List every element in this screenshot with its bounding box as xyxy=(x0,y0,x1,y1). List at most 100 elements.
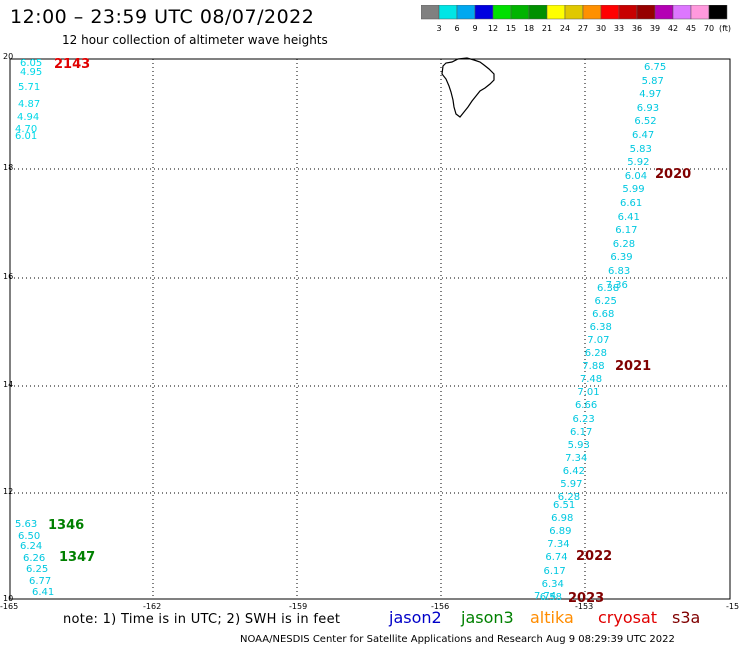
wave-height-value: 4.87 xyxy=(18,99,41,110)
wave-height-value: 5.92 xyxy=(627,157,650,169)
wave-height-value: 6.26 xyxy=(23,552,46,564)
wave-height-value: 7.34 xyxy=(565,452,588,464)
wave-height-value: 6.75 xyxy=(644,62,667,73)
pass-time-label: 2020 xyxy=(655,167,692,182)
x-label-162: -162 xyxy=(143,602,162,611)
wave-height-colorbar: 3 6 9 12 15 18 21 24 27 30 33 36 39 42 45 70 (ft) xyxy=(421,5,731,33)
map-title: 12:00 – 23:59 UTC 08/07/2022 xyxy=(10,6,315,28)
legend-jason3: jason3 xyxy=(461,608,514,627)
colorbar-label: 70 xyxy=(704,24,714,33)
wave-height-value: 4.94 xyxy=(17,112,40,123)
wave-height-value: 6.89 xyxy=(549,526,572,538)
wave-height-value: 6.04 xyxy=(624,170,648,182)
pass-time-label: 2143 xyxy=(54,57,91,72)
wave-height-value: 6.41 xyxy=(32,587,55,598)
wave-height-value: 6.52 xyxy=(634,116,657,128)
wave-height-value: 6.17 xyxy=(615,225,638,237)
wave-height-value: 5.71 xyxy=(18,82,41,93)
y-label-16: 16 xyxy=(3,272,14,281)
colorbar-label: 24 xyxy=(560,24,570,33)
wave-height-value: 4.70 xyxy=(15,124,38,135)
colorbar-label: 9 xyxy=(472,24,477,33)
colorbar-label: 45 xyxy=(686,24,696,33)
footer-note: note: 1) Time is in UTC; 2) SWH is in fe… xyxy=(63,612,341,627)
wave-height-value: 5.63 xyxy=(15,519,38,530)
wave-height-value: 6.24 xyxy=(20,541,43,552)
legend-cryosat: cryosat xyxy=(598,608,658,627)
wave-height-value: 6.41 xyxy=(617,211,640,223)
wave-height-value: 7.74 xyxy=(534,591,557,602)
grid-lines xyxy=(10,59,730,599)
colorbar-unit: (ft) xyxy=(719,24,731,33)
colorbar-label: 3 xyxy=(436,24,441,33)
wave-height-value: 5.99 xyxy=(622,184,645,196)
wave-height-value: 7.34 xyxy=(547,539,570,551)
wave-height-value: 6.38 xyxy=(589,322,612,334)
wave-height-value: 7.48 xyxy=(579,374,603,386)
wave-height-value: 4.95 xyxy=(20,67,43,78)
wave-height-value: 7.36 xyxy=(605,279,628,291)
island-coastline xyxy=(441,57,495,118)
wave-height-value: 6.05 xyxy=(20,58,43,69)
colorbar-label: 42 xyxy=(668,24,678,33)
wave-height-value: 6.28 xyxy=(612,238,636,250)
wave-height-value: 4.97 xyxy=(639,89,662,101)
map-frame xyxy=(9,58,731,600)
y-label-14: 14 xyxy=(3,380,14,389)
x-label-159: -159 xyxy=(289,602,308,611)
x-label-150: -15 xyxy=(726,602,740,611)
wave-height-value: 5.83 xyxy=(629,143,652,155)
wave-height-value: 6.50 xyxy=(18,531,41,542)
wave-height-value: 6.42 xyxy=(562,465,585,477)
y-label-20: 20 xyxy=(3,52,14,61)
pass-time-label: 2021 xyxy=(615,359,652,374)
wave-height-value: 6.74 xyxy=(545,552,568,564)
wave-height-value: 6.68 xyxy=(592,309,615,321)
wave-height-value: 6.17 xyxy=(570,426,593,438)
pass-time-label: 1347 xyxy=(59,550,96,565)
colorbar-label: 6 xyxy=(454,24,459,33)
wave-height-value: 6.28 xyxy=(557,491,581,503)
colorbar-label: 12 xyxy=(488,24,498,33)
wave-height-value: 6.17 xyxy=(543,565,566,577)
pass-time-label: 2022 xyxy=(576,549,613,564)
legend-jason2: jason2 xyxy=(389,608,442,627)
credit-line: NOAA/NESDIS Center for Satellite Applica… xyxy=(240,634,675,645)
wave-height-value: 6.47 xyxy=(632,130,655,141)
colorbar-label: 33 xyxy=(614,24,624,33)
wave-height-value: 6.51 xyxy=(553,500,576,511)
x-label-153: -153 xyxy=(575,602,594,611)
wave-height-value: 5.93 xyxy=(567,439,590,451)
wave-height-value: 6.93 xyxy=(636,102,660,114)
wave-height-value: 6.23 xyxy=(572,413,595,425)
wave-height-value: 6.83 xyxy=(608,266,631,277)
colorbar-label: 21 xyxy=(542,24,552,33)
x-label-156: -156 xyxy=(431,602,450,611)
wave-height-value: 6.58 xyxy=(539,591,562,603)
colorbar-label: 36 xyxy=(632,24,642,33)
map-subtitle: 12 hour collection of altimeter wave hei… xyxy=(62,33,328,47)
legend-s3a: s3a xyxy=(672,608,701,627)
wave-height-value: 6.25 xyxy=(594,296,617,308)
wave-height-value: 6.28 xyxy=(584,348,608,360)
x-label-165: -165 xyxy=(0,602,19,611)
wave-height-value: 6.77 xyxy=(29,575,52,587)
wave-height-value: 6.39 xyxy=(610,252,633,264)
wave-height-value: 7.07 xyxy=(587,335,610,347)
wave-height-value: 6.38 xyxy=(597,283,620,294)
legend-altika: altika xyxy=(530,608,574,627)
y-label-18: 18 xyxy=(3,163,14,172)
wave-height-value: 6.25 xyxy=(26,564,49,575)
pass-time-label: 1346 xyxy=(48,518,85,533)
wave-height-value: 5.87 xyxy=(641,75,664,87)
wave-height-value: 7.88 xyxy=(582,361,605,373)
y-label-10: 10 xyxy=(3,594,14,603)
wave-height-value: 7.01 xyxy=(577,387,600,399)
colorbar-swatch xyxy=(708,5,728,20)
wave-height-value: 5.97 xyxy=(560,478,583,490)
wave-height-value: 6.66 xyxy=(574,400,598,412)
colorbar-label: 39 xyxy=(650,24,660,33)
colorbar-label: 18 xyxy=(524,24,534,33)
colorbar-label: 15 xyxy=(506,24,516,33)
